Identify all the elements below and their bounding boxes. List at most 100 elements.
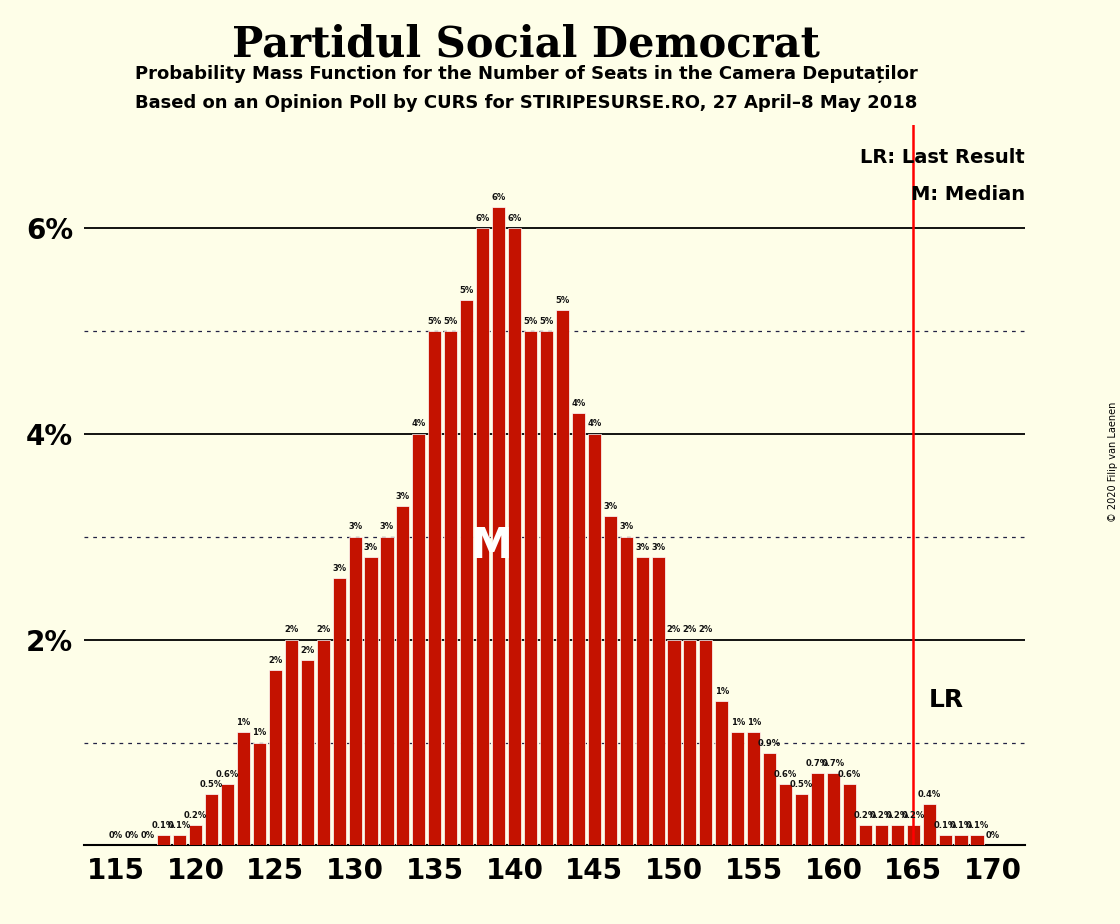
Bar — [174, 835, 186, 845]
Bar — [731, 732, 745, 845]
Text: 0.2%: 0.2% — [853, 810, 877, 820]
Bar — [827, 773, 840, 845]
Text: 3%: 3% — [635, 543, 650, 552]
Text: 0.4%: 0.4% — [917, 790, 941, 799]
Bar — [524, 331, 536, 845]
Text: 5%: 5% — [459, 286, 474, 295]
Bar — [795, 794, 809, 845]
Bar — [396, 505, 410, 845]
Text: 2%: 2% — [683, 626, 697, 635]
Bar — [907, 825, 920, 845]
Bar — [492, 207, 505, 845]
Bar — [890, 825, 904, 845]
Text: 0.6%: 0.6% — [838, 770, 861, 779]
Bar — [875, 825, 888, 845]
Text: 3%: 3% — [604, 502, 617, 511]
Text: 1%: 1% — [747, 718, 760, 727]
Bar — [811, 773, 824, 845]
Text: 0.7%: 0.7% — [822, 760, 844, 768]
Bar — [445, 331, 457, 845]
Bar — [699, 639, 712, 845]
Bar — [508, 227, 521, 845]
Bar — [300, 660, 314, 845]
Bar — [556, 310, 569, 845]
Text: 5%: 5% — [428, 317, 442, 325]
Text: 0.2%: 0.2% — [902, 810, 925, 820]
Text: 0.2%: 0.2% — [184, 810, 207, 820]
Text: 0.6%: 0.6% — [216, 770, 240, 779]
Bar — [763, 753, 776, 845]
Bar — [970, 835, 983, 845]
Bar — [859, 825, 871, 845]
Text: 5%: 5% — [523, 317, 538, 325]
Bar — [540, 331, 553, 845]
Bar — [652, 557, 664, 845]
Text: M: Median: M: Median — [911, 185, 1025, 204]
Bar — [747, 732, 760, 845]
Text: 2%: 2% — [300, 646, 315, 655]
Text: 4%: 4% — [587, 419, 601, 429]
Text: 1%: 1% — [715, 687, 729, 696]
Text: 6%: 6% — [476, 213, 489, 223]
Bar — [317, 639, 329, 845]
Text: 0%: 0% — [141, 832, 155, 840]
Bar — [157, 835, 170, 845]
Text: 5%: 5% — [540, 317, 553, 325]
Text: 1%: 1% — [236, 718, 251, 727]
Text: 0.9%: 0.9% — [758, 738, 782, 748]
Text: 0.5%: 0.5% — [790, 780, 813, 789]
Bar — [381, 537, 393, 845]
Text: 0%: 0% — [986, 832, 1000, 840]
Bar — [205, 794, 218, 845]
Text: Based on an Opinion Poll by CURS for STIRIPESURSE.RO, 27 April–8 May 2018: Based on an Opinion Poll by CURS for STI… — [136, 94, 917, 112]
Bar — [253, 743, 265, 845]
Text: 2%: 2% — [284, 626, 298, 635]
Text: M: M — [470, 526, 512, 567]
Bar — [635, 557, 648, 845]
Text: 0.1%: 0.1% — [950, 821, 972, 830]
Text: 0.1%: 0.1% — [152, 821, 176, 830]
Bar — [604, 516, 617, 845]
Bar — [572, 413, 585, 845]
Text: 0.7%: 0.7% — [806, 760, 829, 768]
Bar — [476, 227, 489, 845]
Bar — [284, 639, 298, 845]
Text: 3%: 3% — [348, 522, 362, 531]
Text: 6%: 6% — [507, 213, 522, 223]
Text: LR: LR — [930, 687, 964, 711]
Text: 5%: 5% — [556, 296, 569, 305]
Text: 0.1%: 0.1% — [168, 821, 192, 830]
Bar — [923, 804, 935, 845]
Text: 3%: 3% — [364, 543, 379, 552]
Bar — [939, 835, 952, 845]
Text: Partidul Social Democrat: Partidul Social Democrat — [233, 23, 820, 65]
Text: 0.2%: 0.2% — [886, 810, 908, 820]
Text: 4%: 4% — [571, 399, 586, 407]
Text: 2%: 2% — [666, 626, 681, 635]
Bar — [780, 784, 792, 845]
Text: 5%: 5% — [444, 317, 458, 325]
Bar — [716, 701, 728, 845]
Bar — [221, 784, 234, 845]
Text: 0.1%: 0.1% — [933, 821, 956, 830]
Bar — [237, 732, 250, 845]
Bar — [668, 639, 681, 845]
Text: 3%: 3% — [651, 543, 665, 552]
Bar — [428, 331, 441, 845]
Text: 2%: 2% — [699, 626, 713, 635]
Text: 3%: 3% — [395, 492, 410, 501]
Text: 6%: 6% — [492, 193, 506, 202]
Bar — [348, 537, 362, 845]
Bar — [189, 825, 202, 845]
Bar — [588, 433, 600, 845]
Text: 2%: 2% — [316, 626, 330, 635]
Text: Probability Mass Function for the Number of Seats in the Camera Deputaților: Probability Mass Function for the Number… — [136, 65, 917, 82]
Bar — [269, 671, 282, 845]
Bar — [619, 537, 633, 845]
Text: 4%: 4% — [412, 419, 426, 429]
Bar — [843, 784, 856, 845]
Text: 3%: 3% — [380, 522, 394, 531]
Bar — [333, 578, 346, 845]
Text: 2%: 2% — [268, 656, 282, 665]
Text: 3%: 3% — [332, 564, 346, 573]
